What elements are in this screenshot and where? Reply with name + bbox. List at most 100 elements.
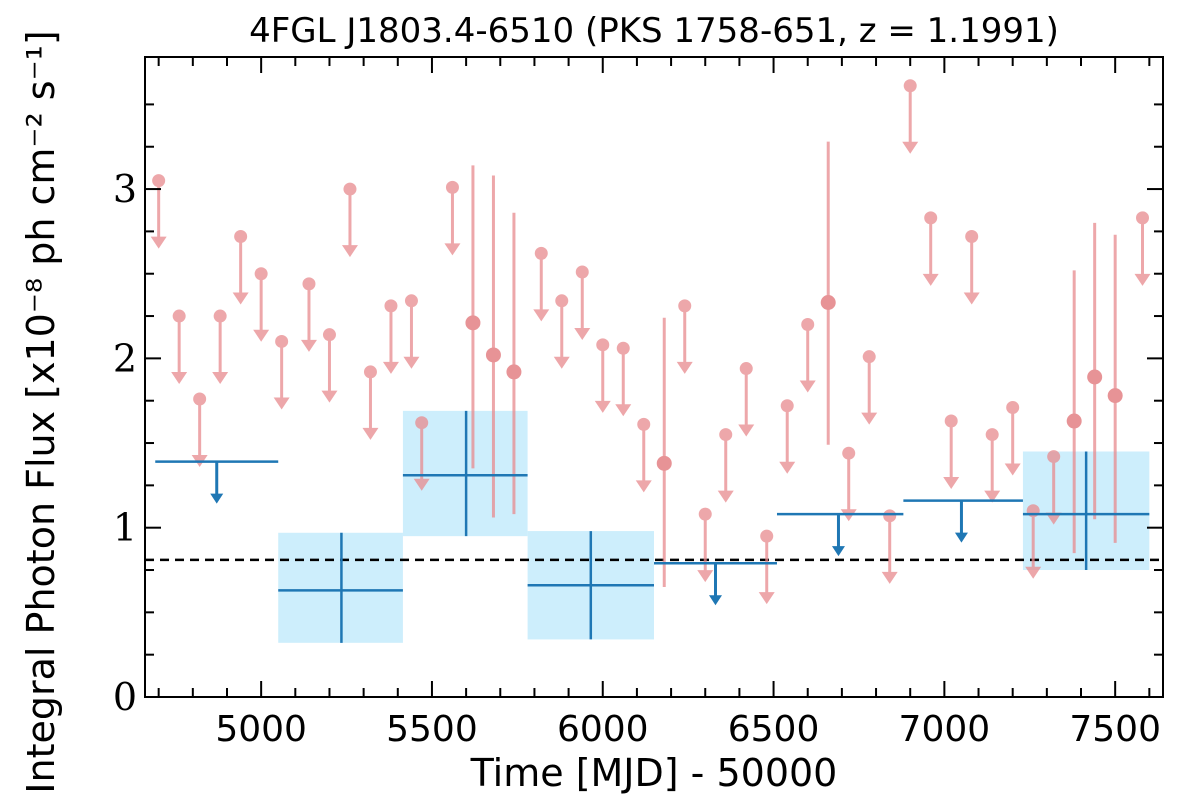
- yearly-detection-1: [402, 410, 528, 537]
- monthly-detection-marker-6: [1087, 369, 1103, 385]
- monthly-upper-limit-15-head: [533, 309, 550, 322]
- monthly-upper-limit-37-head: [1025, 566, 1042, 579]
- plot-area: [145, 79, 1163, 643]
- monthly-upper-limit-20: [635, 417, 652, 493]
- monthly-upper-limit-19: [615, 341, 632, 417]
- yearly-detection-2: [527, 531, 654, 640]
- monthly-upper-limit-28: [840, 446, 857, 522]
- monthly-upper-limit-26-head: [779, 461, 796, 474]
- monthly-upper-limit-21: [676, 299, 693, 374]
- monthly-upper-limit-19-head: [615, 404, 632, 417]
- monthly-upper-limit-21-head: [676, 361, 693, 374]
- yearly-upper-limit-arrow-3: [954, 500, 968, 543]
- monthly-upper-limit-30-head: [881, 571, 898, 584]
- monthly-upper-limit-6: [273, 334, 290, 410]
- monthly-upper-limit-marker-21: [678, 299, 692, 313]
- monthly-upper-limit-30: [881, 509, 898, 584]
- monthly-upper-limit-38-head: [1045, 512, 1062, 525]
- monthly-upper-limit-marker-6: [275, 334, 289, 348]
- monthly-upper-limit-10-head: [362, 427, 379, 440]
- monthly-detection-marker-1: [485, 347, 501, 363]
- y-axis-label: Integral Photon Flux [x10⁻⁸ ph cm⁻² s⁻¹]: [19, 30, 63, 793]
- monthly-upper-limit-marker-20: [637, 417, 651, 431]
- monthly-upper-limit-14-head: [444, 243, 461, 256]
- monthly-upper-limit-marker-1: [172, 309, 186, 323]
- monthly-upper-limit-marker-9: [343, 182, 357, 196]
- y-tick-label: 3: [113, 167, 137, 211]
- monthly-upper-limit-34-head: [963, 292, 980, 305]
- monthly-upper-limit-6-head: [273, 397, 290, 410]
- monthly-upper-limit-1: [171, 309, 188, 385]
- monthly-upper-limit-13-head: [413, 478, 430, 491]
- yearly-upper-limit-0: [155, 460, 279, 504]
- monthly-upper-limit-24-head: [738, 424, 755, 437]
- monthly-upper-limit-marker-19: [616, 341, 630, 355]
- yearly-upper-limit-arrow-1-head: [708, 595, 722, 606]
- monthly-upper-limit-marker-23: [719, 428, 733, 442]
- yearly-upper-limit-arrow-0: [210, 461, 224, 504]
- plot-frame: [144, 56, 1164, 698]
- monthly-upper-limit-marker-24: [739, 362, 753, 376]
- monthly-upper-limit-marker-11: [384, 299, 398, 313]
- yearly-upper-limit-2: [776, 512, 904, 557]
- monthly-detection-2: [506, 212, 522, 515]
- monthly-upper-limit-27: [799, 318, 816, 393]
- monthly-upper-limit-0-head: [150, 236, 167, 249]
- monthly-detection-marker-4: [820, 295, 836, 311]
- monthly-upper-limit-22-head: [697, 570, 714, 583]
- monthly-upper-limit-marker-2: [193, 392, 207, 406]
- monthly-upper-limit-15: [533, 246, 550, 322]
- monthly-upper-limit-1-head: [171, 372, 188, 385]
- x-axis-label: Time [MJD] - 50000: [470, 751, 838, 795]
- monthly-upper-limit-26: [779, 399, 796, 474]
- monthly-upper-limit-marker-34: [965, 229, 979, 243]
- monthly-upper-limit-33-head: [943, 477, 960, 490]
- monthly-upper-limit-marker-17: [575, 265, 589, 279]
- monthly-upper-limit-marker-28: [842, 446, 856, 460]
- monthly-upper-limit-16-head: [553, 356, 570, 369]
- monthly-upper-limit-3-head: [212, 372, 229, 385]
- x-tick-label: 6500: [728, 709, 820, 750]
- monthly-upper-limit-4: [232, 229, 249, 305]
- monthly-upper-limit-marker-36: [1006, 400, 1020, 414]
- monthly-detection-4: [820, 141, 836, 445]
- x-tick-label: 5000: [215, 709, 307, 750]
- monthly-detection-6: [1087, 222, 1103, 520]
- yearly-upper-limit-arrow-3-head: [954, 532, 968, 543]
- monthly-upper-limit-18-head: [594, 400, 611, 413]
- yearly-upper-limit-3: [903, 499, 1023, 543]
- y-tick-label: 2: [113, 336, 137, 380]
- monthly-upper-limit-34: [963, 229, 980, 305]
- monthly-upper-limit-31-head: [902, 141, 919, 154]
- x-tick-label: 7000: [899, 709, 991, 750]
- monthly-upper-limit-marker-5: [254, 267, 268, 281]
- axes: 0 1 2 3 5000 5500 6000 6500 7000 7500: [113, 56, 1164, 750]
- monthly-upper-limit-5: [253, 267, 270, 342]
- monthly-upper-limit-marker-3: [213, 309, 227, 323]
- chart-title: 4FGL J1803.4-6510 (PKS 1758-651, z = 1.1…: [249, 11, 1059, 51]
- monthly-upper-limit-11-head: [382, 361, 399, 374]
- monthly-detection-marker-7: [1107, 388, 1123, 404]
- monthly-upper-limit-17-head: [574, 328, 591, 341]
- yearly-upper-limit-1: [654, 561, 777, 606]
- monthly-upper-limit-marker-26: [780, 399, 794, 413]
- monthly-upper-limit-12-head: [403, 356, 420, 369]
- monthly-upper-limit-4-head: [232, 292, 249, 305]
- monthly-upper-limit-25: [758, 529, 775, 605]
- monthly-upper-limit-11: [382, 299, 399, 374]
- monthly-upper-limit-marker-10: [363, 365, 377, 379]
- monthly-upper-limit-marker-29: [862, 350, 876, 364]
- monthly-upper-limit-36: [1004, 400, 1021, 476]
- monthly-upper-limit-marker-33: [944, 414, 958, 428]
- yearly-upper-limit-arrow-0-head: [210, 493, 224, 504]
- monthly-upper-limit-8-head: [321, 390, 338, 403]
- monthly-upper-limit-18: [594, 338, 611, 413]
- monthly-detection-marker-2: [506, 364, 522, 380]
- monthly-upper-limit-marker-31: [903, 79, 917, 93]
- monthly-upper-limit-0: [150, 174, 167, 249]
- monthly-upper-limit-marker-16: [555, 294, 569, 308]
- monthly-upper-limit-13: [413, 416, 430, 491]
- monthly-upper-limit-7: [300, 277, 317, 352]
- monthly-detection-5: [1066, 270, 1082, 554]
- y-tick-label: 1: [113, 506, 137, 550]
